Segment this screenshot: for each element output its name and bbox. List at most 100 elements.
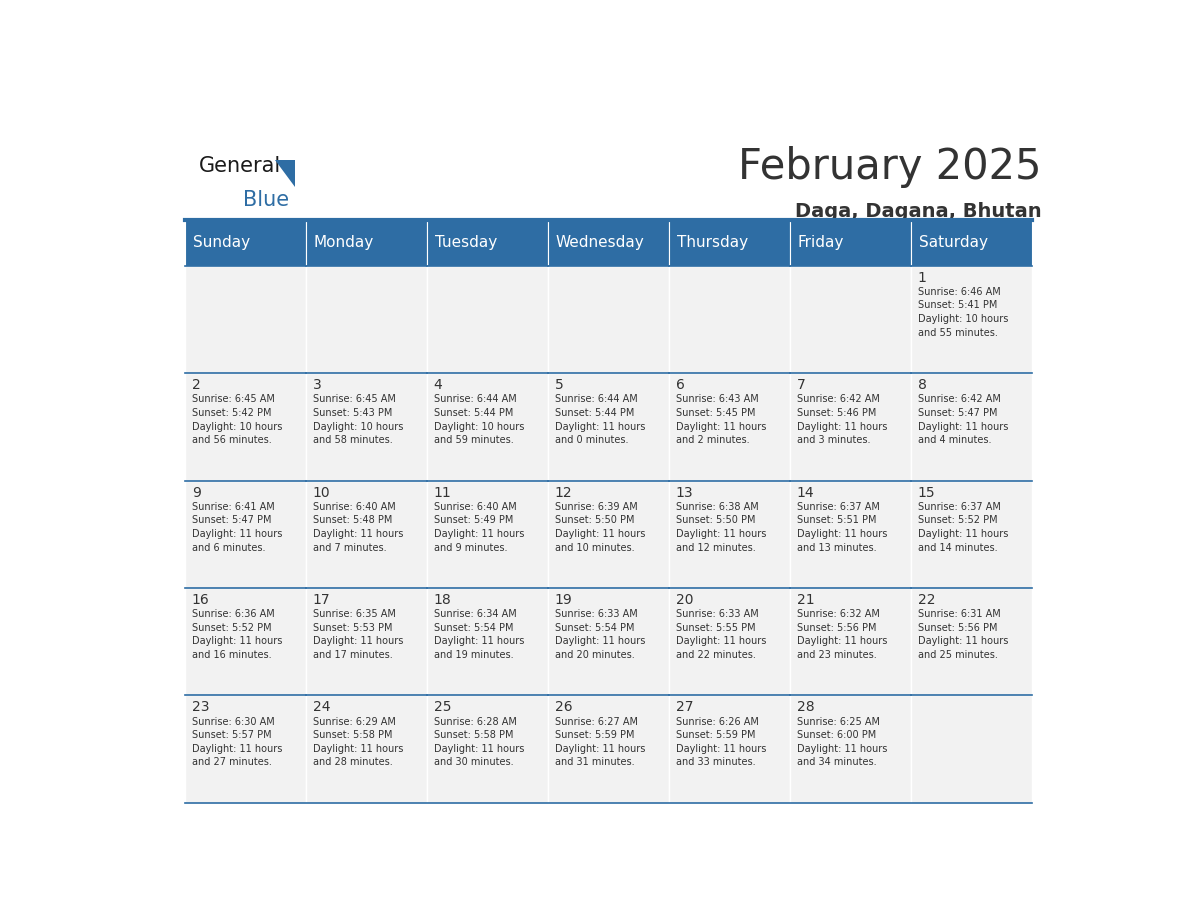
Text: 27: 27 — [676, 700, 694, 714]
Bar — [307, 265, 428, 373]
Text: Sunrise: 6:26 AM
Sunset: 5:59 PM
Daylight: 11 hours
and 33 minutes.: Sunrise: 6:26 AM Sunset: 5:59 PM Dayligh… — [676, 717, 766, 767]
Bar — [911, 265, 1032, 373]
Text: Sunrise: 6:43 AM
Sunset: 5:45 PM
Daylight: 11 hours
and 2 minutes.: Sunrise: 6:43 AM Sunset: 5:45 PM Dayligh… — [676, 395, 766, 445]
Text: Sunrise: 6:36 AM
Sunset: 5:52 PM
Daylight: 11 hours
and 16 minutes.: Sunrise: 6:36 AM Sunset: 5:52 PM Dayligh… — [191, 610, 282, 660]
Bar — [669, 373, 790, 480]
Text: 9: 9 — [191, 486, 201, 499]
Bar — [185, 219, 307, 265]
Text: 15: 15 — [918, 486, 935, 499]
Text: Sunrise: 6:44 AM
Sunset: 5:44 PM
Daylight: 11 hours
and 0 minutes.: Sunrise: 6:44 AM Sunset: 5:44 PM Dayligh… — [555, 395, 645, 445]
Text: Sunrise: 6:34 AM
Sunset: 5:54 PM
Daylight: 11 hours
and 19 minutes.: Sunrise: 6:34 AM Sunset: 5:54 PM Dayligh… — [434, 610, 524, 660]
Text: 3: 3 — [312, 378, 322, 392]
Text: Sunrise: 6:33 AM
Sunset: 5:54 PM
Daylight: 11 hours
and 20 minutes.: Sunrise: 6:33 AM Sunset: 5:54 PM Dayligh… — [555, 610, 645, 660]
Text: 12: 12 — [555, 486, 573, 499]
Text: Monday: Monday — [314, 235, 374, 251]
Bar — [911, 588, 1032, 696]
Bar — [911, 373, 1032, 480]
Text: Sunrise: 6:37 AM
Sunset: 5:51 PM
Daylight: 11 hours
and 13 minutes.: Sunrise: 6:37 AM Sunset: 5:51 PM Dayligh… — [797, 502, 887, 553]
Text: 28: 28 — [797, 700, 815, 714]
Text: Sunday: Sunday — [192, 235, 249, 251]
Bar — [790, 373, 911, 480]
Text: Sunrise: 6:29 AM
Sunset: 5:58 PM
Daylight: 11 hours
and 28 minutes.: Sunrise: 6:29 AM Sunset: 5:58 PM Dayligh… — [312, 717, 403, 767]
Text: Thursday: Thursday — [677, 235, 747, 251]
Bar — [549, 696, 669, 803]
Text: 21: 21 — [797, 593, 815, 607]
Text: Sunrise: 6:42 AM
Sunset: 5:47 PM
Daylight: 11 hours
and 4 minutes.: Sunrise: 6:42 AM Sunset: 5:47 PM Dayligh… — [918, 395, 1009, 445]
Text: 8: 8 — [918, 378, 927, 392]
Text: 4: 4 — [434, 378, 443, 392]
Bar — [185, 373, 307, 480]
Text: Sunrise: 6:41 AM
Sunset: 5:47 PM
Daylight: 11 hours
and 6 minutes.: Sunrise: 6:41 AM Sunset: 5:47 PM Dayligh… — [191, 502, 282, 553]
Bar — [911, 219, 1032, 265]
Bar — [185, 480, 307, 588]
Text: 22: 22 — [918, 593, 935, 607]
Bar — [428, 696, 549, 803]
Bar — [549, 265, 669, 373]
Text: 6: 6 — [676, 378, 684, 392]
Text: 14: 14 — [797, 486, 815, 499]
Bar — [307, 373, 428, 480]
Text: Saturday: Saturday — [918, 235, 987, 251]
Text: Sunrise: 6:42 AM
Sunset: 5:46 PM
Daylight: 11 hours
and 3 minutes.: Sunrise: 6:42 AM Sunset: 5:46 PM Dayligh… — [797, 395, 887, 445]
Text: Wednesday: Wednesday — [556, 235, 644, 251]
Text: 19: 19 — [555, 593, 573, 607]
Text: Sunrise: 6:30 AM
Sunset: 5:57 PM
Daylight: 11 hours
and 27 minutes.: Sunrise: 6:30 AM Sunset: 5:57 PM Dayligh… — [191, 717, 282, 767]
Bar — [307, 696, 428, 803]
Bar — [549, 588, 669, 696]
Text: 25: 25 — [434, 700, 451, 714]
Text: 10: 10 — [312, 486, 330, 499]
Text: Sunrise: 6:45 AM
Sunset: 5:43 PM
Daylight: 10 hours
and 58 minutes.: Sunrise: 6:45 AM Sunset: 5:43 PM Dayligh… — [312, 395, 403, 445]
Bar — [669, 219, 790, 265]
Bar — [549, 373, 669, 480]
Bar — [790, 219, 911, 265]
Bar — [549, 219, 669, 265]
Bar — [307, 219, 428, 265]
Text: Sunrise: 6:45 AM
Sunset: 5:42 PM
Daylight: 10 hours
and 56 minutes.: Sunrise: 6:45 AM Sunset: 5:42 PM Dayligh… — [191, 395, 282, 445]
Text: 1: 1 — [918, 271, 927, 285]
Bar — [790, 480, 911, 588]
Bar — [307, 588, 428, 696]
Bar — [790, 265, 911, 373]
Bar — [428, 219, 549, 265]
Text: Blue: Blue — [244, 190, 290, 210]
Text: Friday: Friday — [797, 235, 843, 251]
Text: Sunrise: 6:28 AM
Sunset: 5:58 PM
Daylight: 11 hours
and 30 minutes.: Sunrise: 6:28 AM Sunset: 5:58 PM Dayligh… — [434, 717, 524, 767]
Text: Daga, Dagana, Bhutan: Daga, Dagana, Bhutan — [795, 202, 1042, 221]
Bar — [185, 265, 307, 373]
Text: 16: 16 — [191, 593, 209, 607]
Text: 11: 11 — [434, 486, 451, 499]
Text: Sunrise: 6:37 AM
Sunset: 5:52 PM
Daylight: 11 hours
and 14 minutes.: Sunrise: 6:37 AM Sunset: 5:52 PM Dayligh… — [918, 502, 1009, 553]
Text: February 2025: February 2025 — [738, 145, 1042, 187]
Text: Tuesday: Tuesday — [435, 235, 497, 251]
Bar — [428, 373, 549, 480]
Bar — [790, 588, 911, 696]
Bar — [185, 696, 307, 803]
Bar — [549, 480, 669, 588]
Text: 20: 20 — [676, 593, 694, 607]
Bar — [669, 696, 790, 803]
Bar — [185, 588, 307, 696]
Text: 13: 13 — [676, 486, 694, 499]
Text: Sunrise: 6:27 AM
Sunset: 5:59 PM
Daylight: 11 hours
and 31 minutes.: Sunrise: 6:27 AM Sunset: 5:59 PM Dayligh… — [555, 717, 645, 767]
Bar — [790, 696, 911, 803]
Text: Sunrise: 6:32 AM
Sunset: 5:56 PM
Daylight: 11 hours
and 23 minutes.: Sunrise: 6:32 AM Sunset: 5:56 PM Dayligh… — [797, 610, 887, 660]
Bar — [911, 696, 1032, 803]
Bar — [911, 480, 1032, 588]
Text: Sunrise: 6:39 AM
Sunset: 5:50 PM
Daylight: 11 hours
and 10 minutes.: Sunrise: 6:39 AM Sunset: 5:50 PM Dayligh… — [555, 502, 645, 553]
Text: Sunrise: 6:46 AM
Sunset: 5:41 PM
Daylight: 10 hours
and 55 minutes.: Sunrise: 6:46 AM Sunset: 5:41 PM Dayligh… — [918, 286, 1009, 338]
Text: Sunrise: 6:38 AM
Sunset: 5:50 PM
Daylight: 11 hours
and 12 minutes.: Sunrise: 6:38 AM Sunset: 5:50 PM Dayligh… — [676, 502, 766, 553]
Text: Sunrise: 6:40 AM
Sunset: 5:48 PM
Daylight: 11 hours
and 7 minutes.: Sunrise: 6:40 AM Sunset: 5:48 PM Dayligh… — [312, 502, 403, 553]
Text: 17: 17 — [312, 593, 330, 607]
Text: 7: 7 — [797, 378, 805, 392]
Bar — [669, 480, 790, 588]
Text: 5: 5 — [555, 378, 563, 392]
Text: Sunrise: 6:40 AM
Sunset: 5:49 PM
Daylight: 11 hours
and 9 minutes.: Sunrise: 6:40 AM Sunset: 5:49 PM Dayligh… — [434, 502, 524, 553]
Text: 23: 23 — [191, 700, 209, 714]
Bar — [428, 265, 549, 373]
Text: Sunrise: 6:33 AM
Sunset: 5:55 PM
Daylight: 11 hours
and 22 minutes.: Sunrise: 6:33 AM Sunset: 5:55 PM Dayligh… — [676, 610, 766, 660]
Bar — [428, 480, 549, 588]
Text: Sunrise: 6:25 AM
Sunset: 6:00 PM
Daylight: 11 hours
and 34 minutes.: Sunrise: 6:25 AM Sunset: 6:00 PM Dayligh… — [797, 717, 887, 767]
Text: 2: 2 — [191, 378, 201, 392]
Text: Sunrise: 6:44 AM
Sunset: 5:44 PM
Daylight: 10 hours
and 59 minutes.: Sunrise: 6:44 AM Sunset: 5:44 PM Dayligh… — [434, 395, 524, 445]
Text: 18: 18 — [434, 593, 451, 607]
